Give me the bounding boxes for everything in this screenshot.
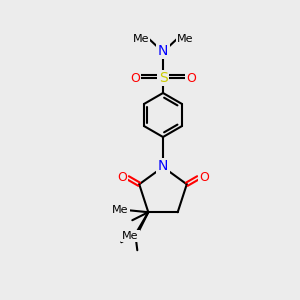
Text: Me: Me [112,205,129,215]
Text: O: O [186,71,196,85]
Text: O: O [199,171,209,184]
Text: Me: Me [177,34,193,44]
Text: Me: Me [122,231,139,241]
Text: Me: Me [133,34,149,44]
Text: O: O [130,71,140,85]
Text: S: S [159,71,167,85]
Text: N: N [158,159,168,173]
Text: N: N [158,44,168,58]
Text: O: O [117,171,127,184]
